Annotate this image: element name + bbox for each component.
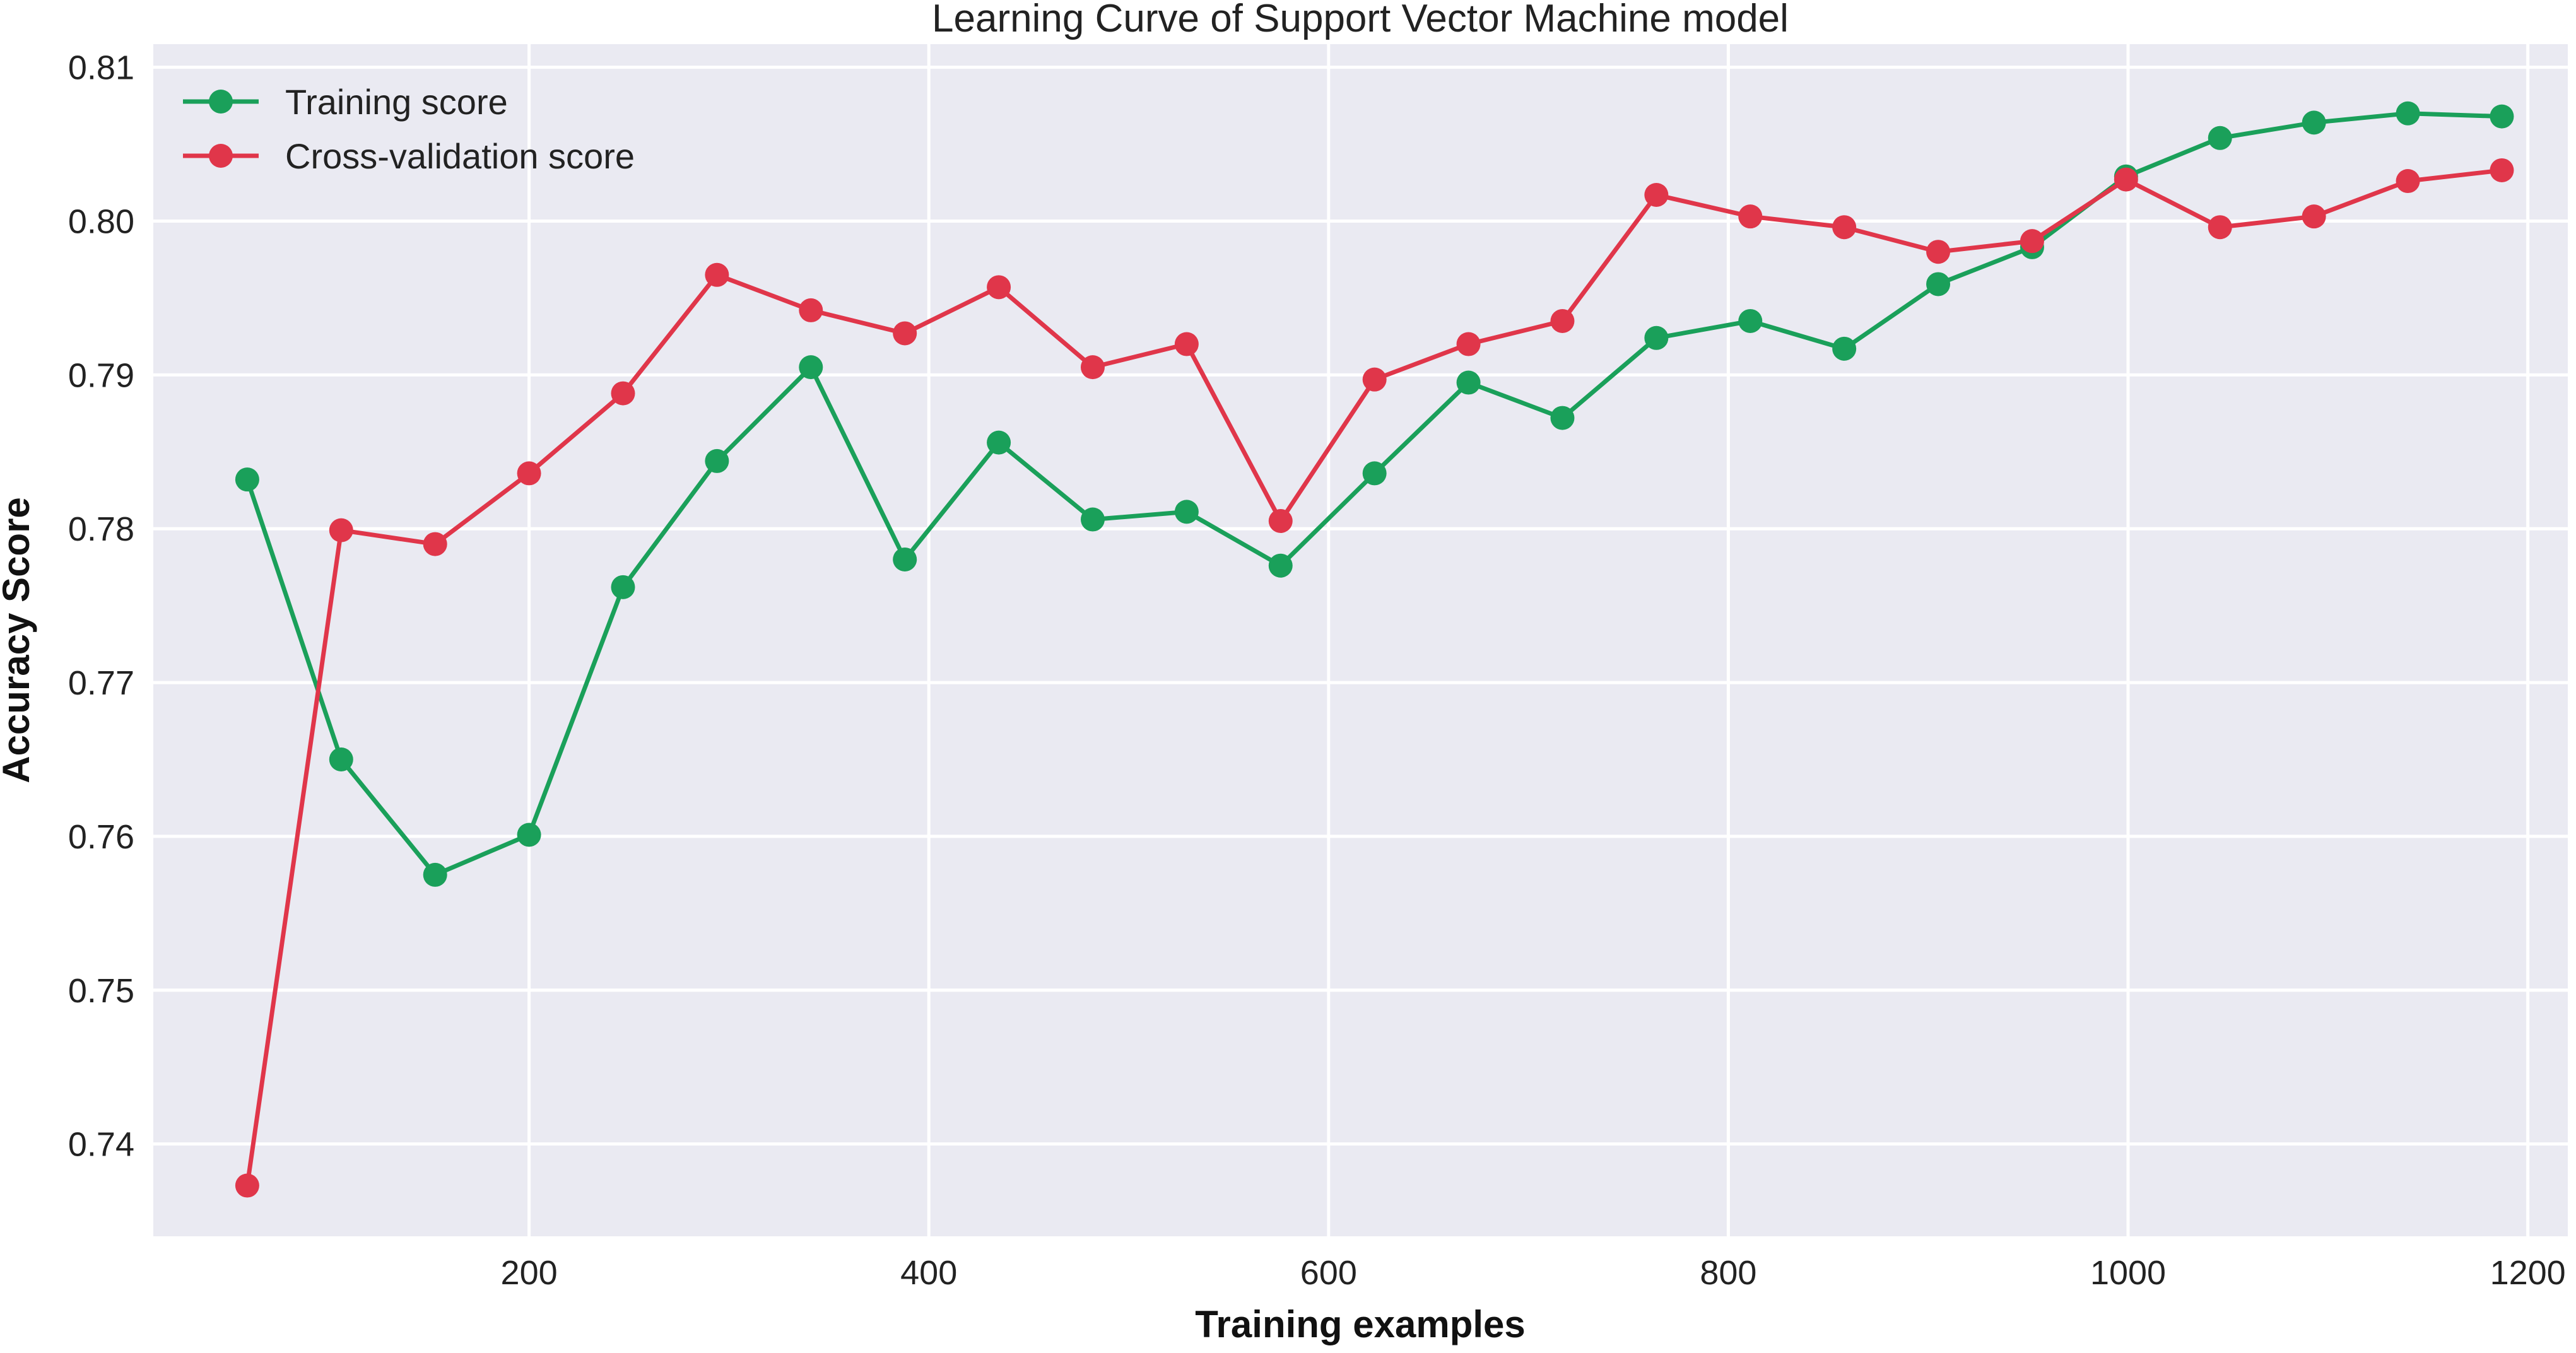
x-tick-label: 600 — [1300, 1254, 1357, 1292]
x-tick-labels: 200 400 600 800 1000 1200 — [501, 1254, 2566, 1292]
data-point-training — [799, 355, 823, 380]
y-tick-label: 0.75 — [68, 972, 134, 1010]
data-point-cv — [1456, 332, 1481, 356]
y-tick-label: 0.79 — [68, 356, 134, 394]
data-point-cv — [423, 532, 447, 556]
legend-training-marker — [209, 90, 233, 114]
data-point-training — [423, 862, 447, 887]
data-point-training — [1456, 370, 1481, 395]
data-point-training — [2490, 104, 2514, 129]
data-point-training — [235, 467, 259, 492]
data-point-cv — [2490, 158, 2514, 182]
data-point-cv — [2114, 167, 2138, 192]
data-series — [235, 101, 2514, 1198]
data-point-cv — [2396, 169, 2420, 194]
data-point-cv — [705, 262, 729, 287]
y-tick-label: 0.77 — [68, 664, 134, 702]
data-point-training — [1644, 325, 1669, 350]
data-point-cv — [235, 1173, 259, 1198]
data-point-training — [1738, 308, 1763, 333]
data-point-cv — [1362, 367, 1387, 392]
data-point-cv — [329, 518, 353, 542]
data-point-cv — [1080, 355, 1105, 380]
data-point-cv — [1174, 332, 1199, 356]
data-point-cv — [987, 275, 1011, 300]
data-point-training — [705, 448, 729, 473]
data-point-cv — [799, 298, 823, 322]
legend-cv-marker — [209, 144, 233, 168]
data-point-training — [1362, 461, 1387, 486]
data-point-training — [329, 747, 353, 771]
plot-area — [153, 44, 2568, 1236]
data-point-training — [2302, 110, 2326, 135]
y-tick-labels: 0.74 0.75 0.76 0.77 0.78 0.79 0.80 0.81 — [68, 49, 134, 1164]
data-point-cv — [893, 321, 917, 346]
x-tick-label: 200 — [501, 1254, 558, 1292]
y-tick-label: 0.74 — [68, 1126, 134, 1164]
x-axis-label: Training examples — [1195, 1303, 1526, 1345]
x-tick-label: 1200 — [2490, 1254, 2566, 1292]
data-point-cv — [1644, 182, 1669, 207]
y-tick-label: 0.76 — [68, 818, 134, 856]
data-point-cv — [2020, 229, 2044, 254]
data-point-cv — [1926, 240, 1951, 264]
x-tick-label: 800 — [1700, 1254, 1756, 1292]
legend-cv-label: Cross-validation score — [285, 136, 635, 176]
series-cv — [235, 158, 2514, 1198]
y-tick-label: 0.81 — [68, 49, 134, 87]
data-point-training — [1926, 272, 1951, 296]
data-point-training — [1832, 336, 1857, 361]
data-point-cv — [1268, 509, 1293, 533]
x-tick-label: 1000 — [2090, 1254, 2166, 1292]
x-tick-label: 400 — [900, 1254, 957, 1292]
data-point-cv — [1738, 204, 1763, 229]
data-point-training — [893, 547, 917, 571]
data-point-cv — [2302, 204, 2326, 229]
y-tick-label: 0.80 — [68, 202, 134, 240]
y-tick-label: 0.78 — [68, 510, 134, 548]
data-point-training — [1080, 507, 1105, 532]
data-point-cv — [611, 381, 635, 406]
data-point-cv — [1832, 215, 1857, 240]
legend-training-label: Training score — [285, 82, 508, 122]
data-point-training — [1174, 500, 1199, 524]
data-point-cv — [1550, 308, 1575, 333]
data-point-training — [987, 430, 1011, 455]
data-point-cv — [517, 461, 541, 486]
chart-title: Learning Curve of Support Vector Machine… — [932, 0, 1789, 40]
data-point-training — [1550, 406, 1575, 430]
data-point-training — [517, 823, 541, 847]
y-axis-label: Accuracy Score — [0, 497, 37, 783]
grid-lines — [153, 44, 2568, 1236]
data-point-training — [1268, 553, 1293, 578]
data-point-training — [2396, 101, 2420, 126]
data-point-training — [2208, 126, 2232, 150]
legend: Training score Cross-validation score — [183, 82, 635, 176]
data-point-cv — [2208, 215, 2232, 240]
data-point-training — [611, 575, 635, 599]
